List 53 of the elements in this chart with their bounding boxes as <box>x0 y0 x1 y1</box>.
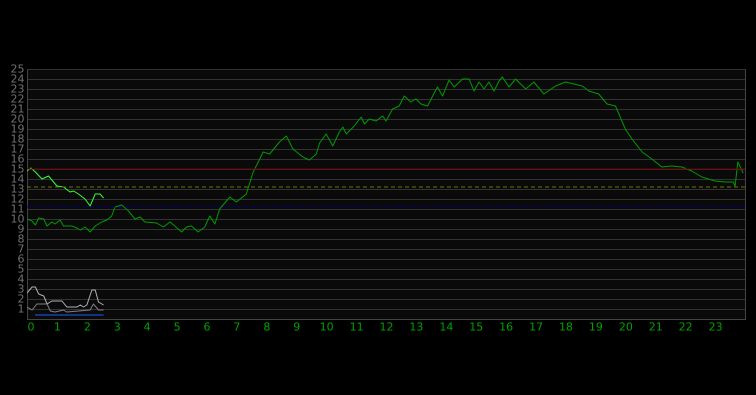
x-tick-label: 23 <box>708 320 723 334</box>
x-tick-label: 3 <box>114 320 121 334</box>
y-tick-label: 1 <box>18 302 24 316</box>
y-tick-label: 4 <box>18 272 24 286</box>
x-tick-label: 1 <box>54 320 61 334</box>
line-series <box>27 304 104 312</box>
y-tick-label: 22 <box>10 92 24 106</box>
x-tick-label: 7 <box>233 320 240 334</box>
line-series <box>27 76 744 232</box>
x-tick-label: 4 <box>144 320 151 334</box>
y-tick-label: 25 <box>10 62 24 76</box>
x-tick-label: 10 <box>320 320 334 334</box>
line-series <box>27 286 104 308</box>
x-tick-label: 14 <box>439 320 454 334</box>
x-tick-label: 19 <box>588 320 603 334</box>
x-tick-label: 17 <box>529 320 544 334</box>
x-tick-label: 9 <box>293 320 300 334</box>
y-tick-label: 13 <box>10 182 24 196</box>
y-tick-label: 19 <box>10 122 24 136</box>
line-series <box>27 168 104 206</box>
x-tick-label: 22 <box>678 320 693 334</box>
y-tick-label: 9 <box>18 222 24 236</box>
x-tick-label: 12 <box>380 320 394 334</box>
y-tick-label: 15 <box>10 162 24 176</box>
x-tick-label: 21 <box>648 320 663 334</box>
y-tick-label: 14 <box>10 172 24 186</box>
x-tick-label: 8 <box>263 320 270 334</box>
y-tick-label: 12 <box>10 192 24 206</box>
x-tick-label: 2 <box>84 320 91 334</box>
x-tick-label: 13 <box>409 320 424 334</box>
y-tick-label: 3 <box>18 282 24 296</box>
x-tick-label: 15 <box>469 320 484 334</box>
y-tick-label: 5 <box>18 262 24 276</box>
y-tick-label: 21 <box>10 102 24 116</box>
y-tick-label: 16 <box>10 152 24 166</box>
x-tick-label: 6 <box>204 320 210 334</box>
x-tick-label: 18 <box>559 320 573 334</box>
y-tick-label: 7 <box>18 242 24 256</box>
x-tick-label: 11 <box>350 320 364 334</box>
y-tick-label: 20 <box>10 112 24 126</box>
y-tick-label: 10 <box>10 212 24 226</box>
y-tick-label: 18 <box>10 132 24 146</box>
x-tick-label: 5 <box>174 320 181 334</box>
y-tick-label: 8 <box>18 232 24 246</box>
y-tick-label: 23 <box>10 82 24 96</box>
y-tick-label: 11 <box>10 202 24 216</box>
x-tick-label: 0 <box>28 320 34 334</box>
y-tick-label: 17 <box>10 142 24 156</box>
y-tick-label: 2 <box>18 292 24 306</box>
x-tick-label: 20 <box>618 320 633 334</box>
y-tick-label: 24 <box>10 72 24 86</box>
y-tick-label: 6 <box>18 252 24 266</box>
x-tick-label: 16 <box>499 320 514 334</box>
